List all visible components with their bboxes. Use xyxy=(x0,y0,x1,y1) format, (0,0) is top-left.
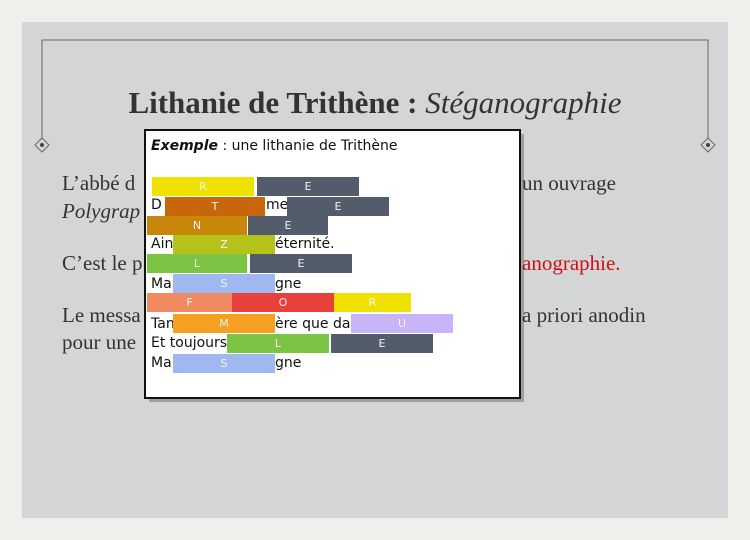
cipher-letter: R xyxy=(199,180,207,193)
frame xyxy=(34,39,716,153)
popup-line: éternité. xyxy=(275,236,335,252)
cipher-letter: L xyxy=(275,337,282,350)
body-text: un ouvrage xyxy=(522,171,616,195)
diamond-dot xyxy=(706,143,710,147)
cipher-block xyxy=(232,293,334,312)
cipher-letter: E xyxy=(298,257,305,270)
frame-line xyxy=(41,39,709,138)
cipher-block xyxy=(173,274,275,293)
cipher-letter: O xyxy=(279,296,288,309)
cipher-letter: E xyxy=(285,219,292,232)
cipher-letter: E xyxy=(335,200,342,213)
body: L’abbé d un ouvrage Polygrap C’est le p anog… xyxy=(61,171,646,354)
cipher-block xyxy=(331,334,433,353)
body-text: pour une xyxy=(62,330,136,354)
cipher-block xyxy=(250,254,352,273)
diamond xyxy=(700,137,716,153)
title-main: Lithanie de Trithène : xyxy=(128,85,417,120)
cipher-block xyxy=(165,197,265,216)
slide-title: Lithanie de Trithène : Stéganographie xyxy=(128,85,621,120)
popup-line: Ain xyxy=(151,236,173,252)
cipher-block xyxy=(257,177,359,196)
cipher-letter: S xyxy=(221,357,228,370)
diamond-dot xyxy=(40,143,44,147)
cipher-letter: U xyxy=(398,317,406,330)
cipher-block xyxy=(334,293,411,312)
popup-line: D xyxy=(151,197,162,213)
cipher-letter: F xyxy=(186,296,192,309)
popup-blocks: R E T E N E Z L E S F O R M U L E S xyxy=(147,177,453,373)
cipher-letter: Z xyxy=(220,238,228,251)
cipher-block xyxy=(287,197,389,216)
body-text: L’abbé d xyxy=(62,171,136,195)
cipher-block xyxy=(152,177,254,196)
popup-line: Ma xyxy=(151,276,172,292)
cipher-letter: R xyxy=(369,296,377,309)
cipher-letter: L xyxy=(194,257,201,270)
cipher-letter: N xyxy=(193,219,201,232)
cipher-letter: E xyxy=(379,337,386,350)
cipher-block xyxy=(173,314,275,333)
heading-rest: : une lithanie de Trithène xyxy=(218,138,398,154)
cipher-block xyxy=(173,354,275,373)
heading-bold: Exemple xyxy=(151,138,218,154)
cipher-block xyxy=(248,216,328,235)
body-text: anographie. xyxy=(522,251,621,275)
body-text: C’est le p xyxy=(62,251,142,275)
body-text: a priori anodin xyxy=(522,303,646,327)
cipher-block xyxy=(351,314,453,333)
cipher-block xyxy=(227,334,329,353)
popup-line: gne xyxy=(275,355,301,371)
cipher-block xyxy=(147,293,232,312)
title-italic: Stéganographie xyxy=(425,85,622,120)
body-text: Le messa xyxy=(62,303,141,327)
popup-line: Et toujours xyxy=(151,335,227,351)
popup-line: me xyxy=(266,197,288,213)
popup-line: ère que dan xyxy=(275,316,359,332)
diamond xyxy=(34,137,50,153)
popup-line: gne xyxy=(275,276,301,292)
popup-line: Ma xyxy=(151,355,172,371)
body-text: Polygrap xyxy=(61,199,140,223)
cipher-letter: M xyxy=(219,317,229,330)
cipher-letter: E xyxy=(305,180,312,193)
cipher-letter: T xyxy=(211,200,219,213)
cipher-letter: S xyxy=(221,277,228,290)
popup-line: Tan xyxy=(150,316,175,332)
cipher-block xyxy=(147,216,247,235)
cipher-block xyxy=(147,254,247,273)
cipher-block xyxy=(173,235,275,254)
popup-heading: Exemple : une lithanie de Trithène xyxy=(151,138,398,154)
